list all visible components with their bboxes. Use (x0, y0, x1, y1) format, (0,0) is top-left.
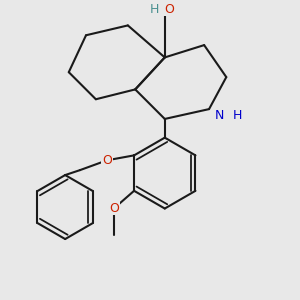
Text: O: O (102, 154, 112, 167)
Text: O: O (110, 202, 119, 214)
Text: H: H (233, 109, 242, 122)
Text: H: H (149, 3, 159, 16)
Text: N: N (215, 109, 225, 122)
Text: O: O (164, 3, 174, 16)
